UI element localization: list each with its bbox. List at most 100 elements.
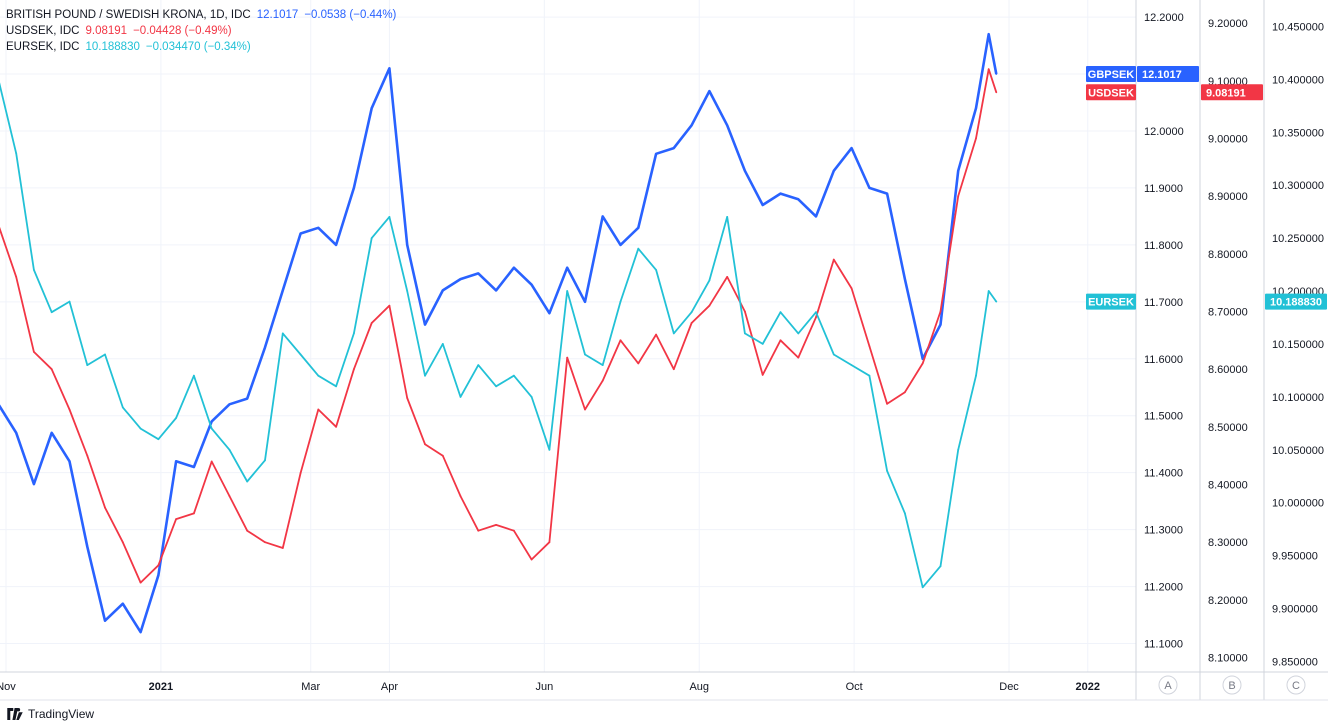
data-point — [68, 408, 71, 411]
data-point — [50, 431, 53, 434]
time-tick-label: 2022 — [1076, 681, 1100, 693]
price-tick-label: 11.2000 — [1144, 582, 1183, 594]
data-point — [424, 374, 426, 377]
data-point — [50, 368, 53, 371]
data-point — [495, 524, 497, 526]
data-point — [815, 215, 817, 218]
data-point — [157, 564, 160, 567]
data-point — [584, 353, 586, 356]
series-tag-gbpsek: GBPSEK 12.1017 — [1086, 66, 1199, 83]
data-point — [850, 147, 853, 150]
data-point — [353, 187, 355, 189]
data-point — [139, 631, 142, 633]
series-name-label: USDSEK — [1088, 87, 1134, 99]
data-point — [193, 512, 195, 515]
price-tick-label: 11.9000 — [1144, 183, 1183, 195]
data-point — [104, 619, 106, 622]
data-point — [987, 68, 990, 71]
data-point — [175, 417, 178, 419]
data-point — [335, 244, 337, 246]
data-point — [708, 90, 711, 92]
data-point — [637, 226, 640, 229]
legend-name: BRITISH POUND / SWEDISH KRONA, 1D, IDC — [6, 9, 251, 21]
last-value-label: 10.188830 — [1270, 297, 1322, 309]
data-point — [601, 379, 604, 382]
data-point — [210, 427, 213, 430]
data-point — [281, 547, 284, 549]
data-point — [281, 332, 284, 335]
time-tick-label: Nov — [0, 681, 16, 693]
data-point — [441, 289, 444, 292]
data-point — [815, 311, 817, 314]
price-tick-label: 10.000000 — [1272, 498, 1324, 510]
data-point — [228, 448, 231, 451]
footer: TradingView — [6, 705, 94, 723]
data-point — [868, 187, 871, 189]
data-point — [513, 374, 515, 377]
data-point — [975, 137, 977, 140]
data-point — [797, 198, 800, 201]
data-point — [619, 339, 622, 342]
data-point — [353, 332, 355, 335]
data-point — [86, 545, 89, 548]
series-name-tag — [1086, 66, 1136, 83]
last-value-tag — [1265, 293, 1327, 310]
time-tick-label: Jun — [535, 681, 553, 693]
price-tick-label: 11.6000 — [1144, 354, 1183, 366]
time-tick-label: Aug — [689, 681, 709, 693]
price-tick-label: 10.300000 — [1272, 180, 1324, 192]
series-name-label: EURSEK — [1088, 297, 1134, 309]
data-point — [601, 364, 604, 366]
data-point — [353, 368, 355, 371]
data-point — [139, 427, 142, 430]
price-tick-label: 9.950000 — [1272, 551, 1318, 563]
data-point — [335, 425, 337, 428]
data-point — [975, 374, 977, 377]
data-point — [441, 454, 444, 457]
legend-value: 9.08191 — [85, 25, 128, 37]
data-point — [68, 460, 71, 463]
series-eursek — [0, 82, 998, 589]
data-point — [726, 216, 729, 218]
data-point — [904, 278, 906, 280]
data-point — [121, 602, 124, 605]
data-point — [761, 374, 764, 376]
price-tick-label: 11.1000 — [1144, 639, 1183, 651]
data-point — [904, 512, 906, 515]
data-point — [832, 258, 835, 261]
data-point — [299, 472, 302, 474]
data-point — [548, 312, 551, 315]
data-point — [868, 345, 871, 347]
time-tick-label: Oct — [846, 681, 863, 693]
price-tick-label: 8.80000 — [1208, 249, 1248, 261]
data-point — [264, 541, 266, 544]
data-point — [850, 287, 853, 290]
data-point — [175, 518, 178, 520]
data-point — [104, 353, 106, 356]
data-point — [299, 353, 302, 356]
data-point — [619, 244, 622, 246]
brand-name: TradingView — [28, 707, 95, 721]
data-point — [210, 460, 213, 463]
data-point — [441, 343, 444, 345]
legend-change: −0.034470 (−0.34%) — [145, 41, 251, 53]
data-point — [299, 232, 302, 235]
data-point — [86, 364, 89, 366]
data-point — [957, 448, 960, 451]
last-value-tag — [1201, 84, 1263, 101]
data-point — [246, 529, 249, 532]
data-point — [264, 459, 266, 462]
series-usdsek — [0, 68, 998, 584]
data-point — [495, 289, 497, 292]
last-value-label: 12.1017 — [1142, 69, 1182, 81]
data-point — [995, 300, 998, 303]
data-point — [637, 362, 640, 365]
data-point — [832, 169, 835, 172]
price-tick-label: 8.40000 — [1208, 480, 1248, 492]
data-point — [655, 269, 657, 271]
legend-row-gbpsek: BRITISH POUND / SWEDISH KRONA, 1D, IDC 12… — [6, 7, 396, 23]
data-point — [370, 107, 373, 110]
price-tick-label: 9.20000 — [1208, 18, 1248, 30]
data-point — [690, 311, 693, 314]
